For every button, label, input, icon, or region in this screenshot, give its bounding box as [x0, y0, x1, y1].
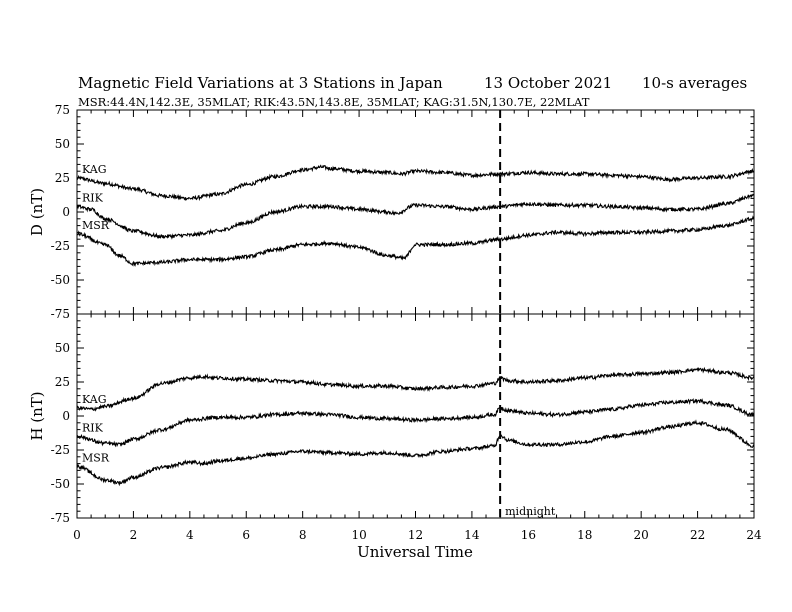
midnight-annotation: midnight: [505, 505, 556, 518]
d-series-msr-label: MSR: [82, 219, 110, 232]
h-series-kag-line: [76, 366, 755, 412]
h-panel-frame: [76, 313, 755, 519]
d-y-tick-label: -50: [51, 273, 70, 287]
x-tick-label: 18: [577, 528, 592, 542]
x-tick-label: 8: [299, 528, 307, 542]
x-tick-label: 0: [73, 528, 81, 542]
d-series-msr-line: [76, 215, 755, 268]
chart-averaging: 10-s averages: [642, 74, 747, 92]
h-series-rik-line: [76, 398, 755, 448]
h-y-axis-title: H (nT): [28, 391, 46, 440]
h-series-kag-label: KAG: [82, 393, 107, 406]
x-tick-label: 24: [746, 528, 762, 542]
h-y-tick-label: -50: [51, 477, 70, 491]
d-series-kag-label: KAG: [82, 163, 107, 176]
x-tick-label: 16: [521, 528, 536, 542]
x-tick-label: 14: [464, 528, 480, 542]
h-y-tick-label: 25: [55, 375, 70, 389]
d-y-axis-title: D (nT): [28, 188, 46, 236]
h-y-tick-label: 50: [55, 341, 70, 355]
d-panel-frame: [76, 109, 755, 315]
h-series-msr-label: MSR: [82, 451, 110, 464]
chart-title: Magnetic Field Variations at 3 Stations …: [78, 74, 443, 92]
x-tick-label: 22: [690, 528, 705, 542]
panel-d-component: -75 -50 -25 0 25 50 75 D (nT) KAG RIK MSR: [28, 103, 755, 321]
x-tick-label: 2: [130, 528, 138, 542]
stations-info: MSR:44.4N,142.3E, 35MLAT; RIK:43.5N,143.…: [78, 95, 590, 109]
h-y-tick-label: -75: [51, 511, 70, 525]
h-series-msr-line: [76, 419, 755, 487]
chart-date: 13 October 2021: [484, 74, 612, 92]
d-y-tick-label: -75: [51, 307, 70, 321]
x-tick-label: 20: [634, 528, 649, 542]
x-tick-label: 10: [351, 528, 366, 542]
d-series-rik-label: RIK: [82, 192, 104, 205]
d-y-tick-label: -25: [51, 239, 70, 253]
d-y-tick-label: 50: [55, 137, 70, 151]
x-tick-label: 4: [186, 528, 194, 542]
h-y-tick-label: -25: [51, 443, 70, 457]
x-tick-label: 6: [242, 528, 250, 542]
x-tick-label: 12: [408, 528, 423, 542]
h-y-tick-label: 0: [62, 409, 70, 423]
d-series-kag-line: [76, 164, 755, 202]
d-y-tick-label: 0: [62, 205, 70, 219]
d-y-tick-label: 25: [55, 171, 70, 185]
d-y-tick-label: 75: [55, 103, 70, 117]
h-series-rik-label: RIK: [82, 421, 104, 434]
d-series-rik-line: [76, 193, 755, 240]
x-axis-title: Universal Time: [357, 543, 473, 561]
